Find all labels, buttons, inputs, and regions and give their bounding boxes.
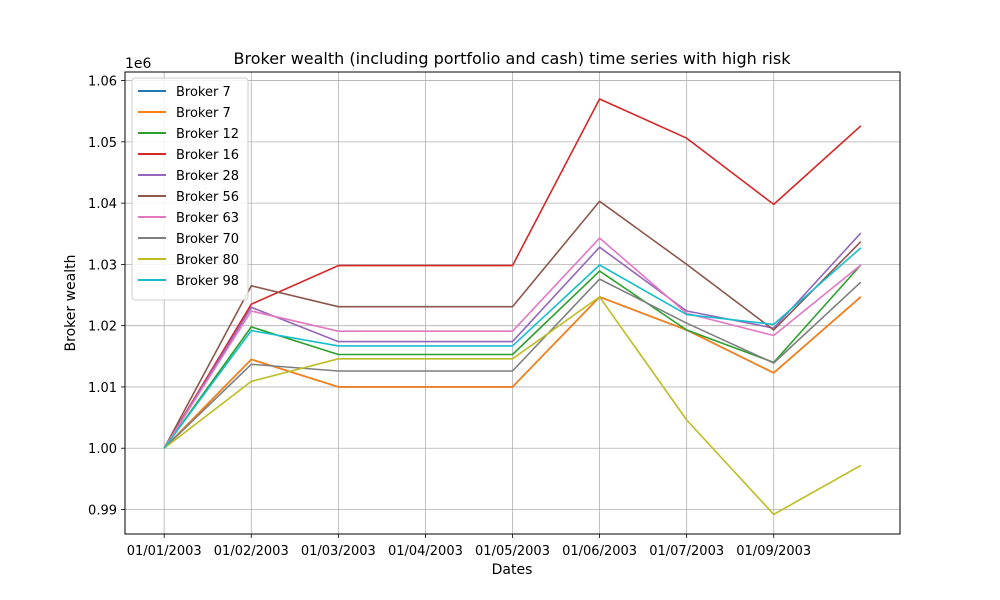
y-axis-label: Broker wealth (63, 255, 79, 352)
y-tick-label: 0.99 (88, 503, 117, 518)
series-line (163, 278, 862, 449)
x-tick-label: 01/05/2003 (475, 544, 550, 559)
x-axis: 01/01/2003 01/02/2003 01/03/2003 01/04/2003… (127, 534, 811, 559)
x-tick-label: 01/06/2003 (562, 544, 637, 559)
legend-label: Broker 63 (176, 211, 239, 226)
legend-label: Broker 56 (176, 190, 239, 205)
series-line (163, 237, 862, 449)
y-tick-label: 1.00 (88, 442, 117, 457)
x-tick-label: 01/07/2003 (649, 544, 724, 559)
y-tick-label: 1.02 (88, 320, 117, 335)
legend-label: Broker 16 (176, 148, 239, 163)
x-tick-label: 01/04/2003 (388, 544, 463, 559)
x-tick-label: 01/02/2003 (214, 544, 289, 559)
series-line (163, 98, 862, 449)
chart-title: Broker wealth (including portfolio and c… (234, 49, 792, 68)
series-line (163, 296, 862, 516)
x-tick-label: 01/01/2003 (127, 544, 202, 559)
x-tick-label: 01/09/2003 (736, 544, 811, 559)
y-offset-label: 1e6 (125, 56, 152, 72)
x-axis-label: Dates (492, 562, 533, 578)
y-tick-label: 1.04 (88, 197, 117, 212)
series-line (163, 247, 862, 449)
y-axis: 0.99 1.00 1.01 1.02 1.03 1.04 1.05 1.06 (88, 75, 125, 518)
legend-label: Broker 70 (176, 232, 239, 247)
series-line (163, 200, 862, 449)
y-tick-label: 1.06 (88, 75, 117, 90)
legend-label: Broker 7 (176, 85, 231, 100)
legend-label: Broker 12 (176, 127, 239, 142)
legend-label: Broker 98 (176, 274, 239, 289)
y-tick-label: 1.01 (88, 381, 117, 396)
legend-label: Broker 28 (176, 169, 239, 184)
series-line (163, 296, 862, 449)
legend-label: Broker 80 (176, 253, 239, 268)
y-tick-label: 1.05 (88, 136, 117, 151)
x-tick-label: 01/03/2003 (301, 544, 376, 559)
y-tick-label: 1.03 (88, 258, 117, 273)
legend: Broker 7 Broker 7 Broker 12 Broker 16 Broker… (131, 77, 249, 301)
legend-label: Broker 7 (176, 106, 231, 121)
series-lines (163, 98, 862, 516)
series-line (163, 232, 862, 449)
